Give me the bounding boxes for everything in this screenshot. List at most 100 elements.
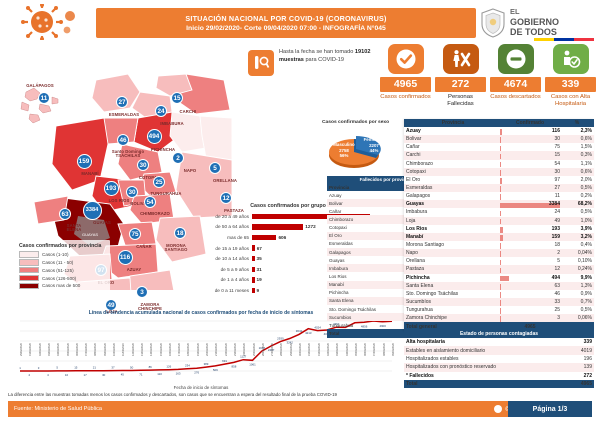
age-category-label: de 10 a 14 años — [215, 256, 249, 262]
age-bar — [252, 287, 255, 294]
age-bar — [252, 213, 370, 219]
row-pct: 1,1% — [580, 160, 592, 167]
sex-pie-chart: Casos confirmados por sexo Masculino 275… — [322, 120, 402, 176]
age-bar — [252, 245, 255, 251]
trend-x-tick: 20/03/2020 — [206, 343, 209, 356]
age-bar — [252, 255, 255, 262]
row-province: Imbabura — [329, 265, 349, 271]
map-province-bubble: 2 — [172, 152, 184, 164]
kpi-discharged-value: 339 — [545, 77, 596, 92]
trend-x-tick: 19/03/2020 — [196, 343, 200, 356]
row-confirmed: 159 — [500, 234, 562, 241]
row-bar — [500, 259, 502, 266]
row-pct: 2,3% — [580, 128, 592, 135]
trend-x-tick: 22/03/2020 — [224, 343, 228, 356]
patient-recovered-icon — [552, 44, 589, 74]
svg-text:4024: 4024 — [314, 325, 321, 329]
legend-label: Casos mas de 500 — [42, 283, 81, 289]
trend-x-tick: 05/04/2020 — [354, 343, 358, 356]
sex-label-male: Masculino 2758 56% — [330, 142, 358, 159]
table-row: Manabí 159 3,2% — [404, 232, 594, 241]
age-bar — [252, 266, 255, 272]
table-row: Galapagos 11 0,2% — [404, 192, 594, 200]
page-subtitle: Inicio 29/02/2020- Corte 09/04/2020 07:0… — [186, 25, 386, 32]
svg-text:509: 509 — [213, 368, 218, 372]
age-bar-wrap: 31 — [252, 264, 396, 275]
svg-text:2487: 2487 — [268, 348, 275, 352]
row-province: Orellana — [406, 258, 425, 265]
svg-text:4213: 4213 — [305, 331, 312, 335]
row-bar — [500, 178, 502, 184]
samples-text-mid: muestras — [279, 56, 306, 63]
trend-x-tick: 28/03/2020 — [280, 343, 284, 356]
row-province: Bolivar — [406, 136, 422, 143]
row-province: Sucumbíos — [406, 299, 432, 306]
status-row-value: 339 — [583, 339, 592, 346]
age-bar-wrap: 67 — [252, 243, 396, 254]
row-pct: 0,2% — [580, 193, 592, 200]
logo-line-3: DE TODOS — [510, 27, 557, 38]
svg-text:1127: 1127 — [240, 355, 247, 359]
kpi-discarded-label: Casos descartados — [490, 94, 541, 100]
row-bar — [500, 161, 502, 168]
row-confirmed: 494 — [500, 275, 562, 282]
trend-x-tick: 06/04/2020 — [364, 343, 368, 356]
trend-x-tick: 25/03/2020 — [252, 343, 256, 356]
row-pct: 0,6% — [580, 168, 592, 175]
status-row-value: 139 — [583, 364, 592, 371]
map-province-label: CARCHI — [179, 109, 197, 114]
row-province: Esmeraldas — [329, 241, 353, 247]
row-province: Galapagos — [329, 249, 351, 255]
confirmed-by-province-table[interactable]: Provincia Confirmado % Azuay 116 2,3% Boliv… — [404, 119, 594, 331]
table-row: Sto. Domingo Tsáchilas 46 0,9% — [404, 290, 594, 298]
ecuador-map: GUAYAS 11 GALÁPAGOS 27 ESMERALDAS 15 CARCHI 24… — [0, 40, 244, 314]
row-bar — [500, 300, 502, 306]
map-province-bubble: 18 — [174, 227, 186, 239]
map-legend-item: Casos (11 - 50) — [19, 259, 107, 266]
row-confirmed: 2 — [500, 250, 562, 257]
age-bar-wrap: 9 — [252, 285, 396, 296]
svg-text:4900: 4900 — [379, 324, 386, 328]
map-province-bubble: 5 — [209, 162, 221, 174]
kpi-discharged-label: Casos con Alta Hospitalaria — [550, 94, 591, 108]
age-bar-value: 31 — [256, 266, 262, 272]
row-province: Sto. Domingo Tsáchilas — [406, 290, 459, 297]
samples-count: 19102 — [354, 49, 371, 55]
status-table-title: Estado de personas contagiadas — [404, 330, 594, 338]
age-bar-row: de 5 a 9 años 31 — [196, 264, 396, 275]
age-category-label: mas de 65 — [227, 234, 249, 240]
kpi-discharged: 339 Casos con Alta Hospitalaria — [545, 44, 596, 118]
row-province: Galapagos — [406, 193, 431, 200]
map-province-bubble: 46 — [117, 134, 129, 146]
row-province: Santa Elena — [406, 282, 434, 289]
trend-x-tick: 24/03/2020 — [243, 343, 247, 356]
table-row: El Oro 97 2,0% — [404, 176, 594, 184]
age-bar-wrap: 35 — [252, 253, 396, 264]
row-province: Esmeraldas — [406, 185, 433, 192]
age-bar — [252, 234, 277, 241]
trend-x-tick: 21/03/2020 — [215, 343, 219, 356]
footer-disclaimer: La diferencia entre las muestras tomadas… — [8, 392, 337, 397]
row-province: Carchi — [406, 152, 421, 159]
map-legend: Casos confirmados por provincia Casos (1… — [16, 240, 110, 294]
table-row: Los Rios 193 3,9% — [404, 225, 594, 233]
map-province-label: GALÁPAGOS — [26, 83, 54, 88]
row-province: Napo — [406, 250, 418, 257]
row-pct: 0,10% — [577, 258, 592, 265]
samples-text: Hasta la fecha se han tomado 19102 muest… — [279, 48, 374, 88]
row-pct: 0,5% — [580, 185, 592, 192]
table-row: Morona Santiago 18 0,4% — [404, 241, 594, 249]
map-province-bubble: 49 — [105, 299, 117, 311]
table-row: Napo 2 0,04% — [404, 249, 594, 258]
age-chart-title: Casos confirmados por grupo etario — [250, 203, 342, 209]
table-row: Azuay 116 2,3% — [404, 127, 594, 135]
minus-circle-icon — [497, 44, 534, 74]
col-confirmed: Confirmado — [515, 120, 545, 126]
logo-line-1: EL — [510, 7, 520, 17]
row-bar — [500, 194, 502, 200]
row-pct: 9,9% — [580, 274, 592, 281]
status-row-label: Hospitalizados con pronóstico reservado — [406, 364, 497, 371]
map-province-label: Santo Domingo TSÁCHILAS — [111, 149, 145, 159]
svg-text:2930: 2930 — [277, 336, 284, 340]
